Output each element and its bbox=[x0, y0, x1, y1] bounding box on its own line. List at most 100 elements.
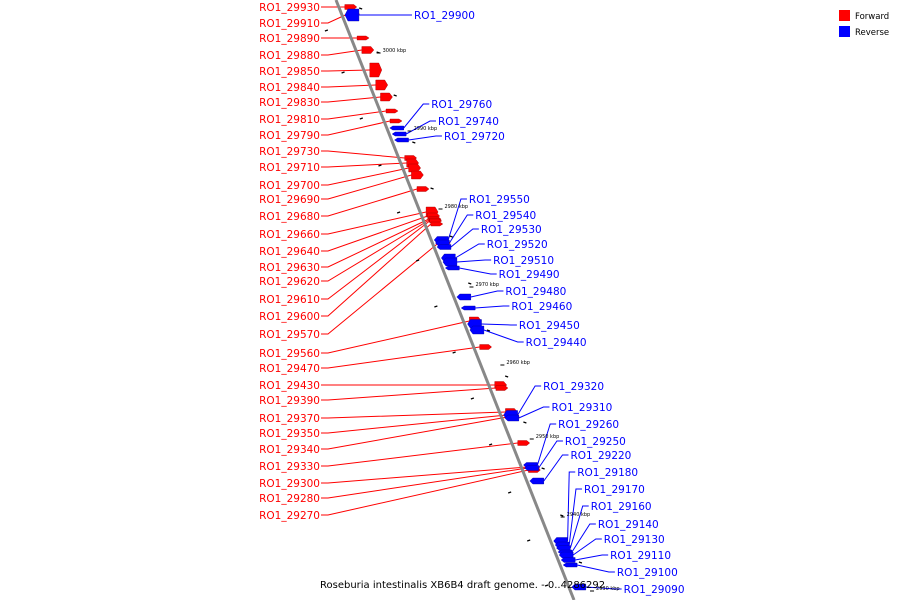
leader-lines bbox=[321, 6, 622, 590]
reverse-gene bbox=[444, 265, 460, 271]
forward-gene bbox=[356, 35, 370, 41]
forward-gene-label: RO1_29270 bbox=[259, 510, 320, 522]
leader-line bbox=[470, 290, 504, 298]
reverse-gene-label: RO1_29100 bbox=[617, 567, 678, 579]
leader-line bbox=[577, 564, 615, 573]
leader-line bbox=[321, 150, 405, 159]
backbone-marker bbox=[359, 117, 363, 120]
leader-line bbox=[543, 454, 569, 482]
backbone-marker bbox=[541, 467, 545, 470]
reverse-gene-label: RO1_29180 bbox=[577, 467, 638, 479]
leader-line bbox=[321, 188, 418, 217]
forward-gene bbox=[385, 108, 399, 114]
reverse-gene bbox=[460, 305, 476, 311]
forward-gene-label: RO1_29280 bbox=[259, 493, 320, 505]
leader-line bbox=[321, 120, 391, 136]
reverse-gene bbox=[504, 414, 520, 422]
reverse-gene bbox=[562, 562, 578, 568]
backbone-marker bbox=[358, 7, 363, 10]
map-title: Roseburia intestinalis XB6B4 draft genom… bbox=[320, 580, 605, 591]
forward-gene bbox=[369, 62, 382, 78]
forward-gene-label: RO1_29930 bbox=[259, 2, 320, 14]
tick-label: 2940 kbp bbox=[567, 512, 591, 518]
reverse-gene bbox=[560, 557, 576, 563]
leader-line bbox=[572, 538, 602, 556]
leader-line bbox=[321, 215, 428, 252]
forward-gene-label: RO1_29840 bbox=[259, 82, 320, 94]
backbone-markers bbox=[324, 7, 583, 587]
backbone-marker bbox=[396, 211, 401, 214]
reverse-gene-label: RO1_29510 bbox=[493, 255, 554, 267]
reverse-gene-label: RO1_29530 bbox=[481, 224, 542, 236]
reverse-gene bbox=[571, 583, 587, 591]
tick-label: 2970 kbp bbox=[475, 282, 499, 288]
reverse-gene-label: RO1_29540 bbox=[475, 210, 536, 222]
reverse-gene-label: RO1_29250 bbox=[565, 436, 626, 448]
backbone-marker bbox=[504, 375, 509, 378]
leader-line bbox=[408, 135, 442, 141]
forward-gene-label: RO1_29640 bbox=[259, 246, 320, 258]
tick-label: 2950 kbp bbox=[536, 434, 560, 440]
reverse-gene bbox=[436, 244, 452, 250]
forward-gene-label: RO1_29710 bbox=[259, 162, 320, 174]
leader-line bbox=[321, 223, 432, 317]
forward-gene-label: RO1_29470 bbox=[259, 363, 320, 375]
leader-line bbox=[538, 440, 563, 469]
leader-line bbox=[450, 228, 479, 248]
leader-line bbox=[321, 167, 409, 186]
backbone-marker bbox=[434, 305, 438, 308]
forward-gene-label: RO1_29630 bbox=[259, 262, 320, 274]
leader-line bbox=[321, 467, 528, 499]
leader-line bbox=[321, 162, 407, 168]
reverse-gene-label: RO1_29520 bbox=[487, 239, 548, 251]
forward-gene-label: RO1_29570 bbox=[259, 329, 320, 341]
backbone-marker bbox=[430, 187, 434, 190]
leader-line bbox=[321, 211, 427, 235]
legend-forward-swatch bbox=[839, 10, 850, 21]
leader-line bbox=[456, 259, 492, 263]
leader-line bbox=[448, 214, 474, 244]
leader-line bbox=[321, 49, 362, 56]
reverse-gene bbox=[556, 545, 571, 551]
leader-line bbox=[321, 218, 430, 268]
leader-line bbox=[571, 523, 596, 553]
backbone-marker bbox=[412, 141, 416, 144]
leader-line bbox=[585, 586, 622, 590]
forward-gene bbox=[375, 79, 388, 91]
forward-gene bbox=[361, 46, 375, 54]
backbone-marker bbox=[488, 443, 493, 446]
leader-line bbox=[321, 174, 412, 200]
leader-line bbox=[321, 416, 508, 450]
reverse-gene-label: RO1_29550 bbox=[469, 194, 530, 206]
backbone-marker bbox=[341, 71, 345, 74]
reverse-gene bbox=[469, 325, 485, 335]
reverse-gene-label: RO1_29450 bbox=[519, 320, 580, 332]
reverse-gene bbox=[394, 137, 409, 143]
leader-line bbox=[321, 387, 496, 401]
leader-line bbox=[321, 414, 507, 434]
forward-gene bbox=[495, 385, 509, 391]
leader-line bbox=[321, 219, 430, 282]
reverse-gene-label: RO1_29260 bbox=[558, 419, 619, 431]
forward-gene-label: RO1_29690 bbox=[259, 194, 320, 206]
leader-line bbox=[455, 243, 485, 259]
forward-gene-label: RO1_29890 bbox=[259, 33, 320, 45]
gene-features bbox=[344, 4, 587, 591]
reverse-gene-label: RO1_29220 bbox=[570, 450, 631, 462]
forward-gene-label: RO1_29850 bbox=[259, 66, 320, 78]
leader-line bbox=[405, 120, 436, 135]
reverse-gene-label: RO1_29460 bbox=[511, 301, 572, 313]
reverse-gene bbox=[524, 465, 539, 471]
forward-gene-label: RO1_29600 bbox=[259, 311, 320, 323]
leader-line bbox=[321, 110, 387, 120]
kbp-ticks: 3000 kbp 2990 kbp 2980 kbp 2970 kbp 2960 kbp… bbox=[376, 48, 620, 592]
leader-line bbox=[569, 505, 589, 549]
leader-line bbox=[321, 346, 480, 369]
backbone-marker bbox=[324, 29, 329, 32]
leader-line bbox=[517, 385, 542, 416]
forward-gene-label: RO1_29910 bbox=[259, 18, 320, 30]
reverse-gene bbox=[344, 8, 360, 22]
forward-gene bbox=[344, 4, 358, 10]
leader-line bbox=[321, 442, 518, 467]
forward-gene-label: RO1_29350 bbox=[259, 428, 320, 440]
